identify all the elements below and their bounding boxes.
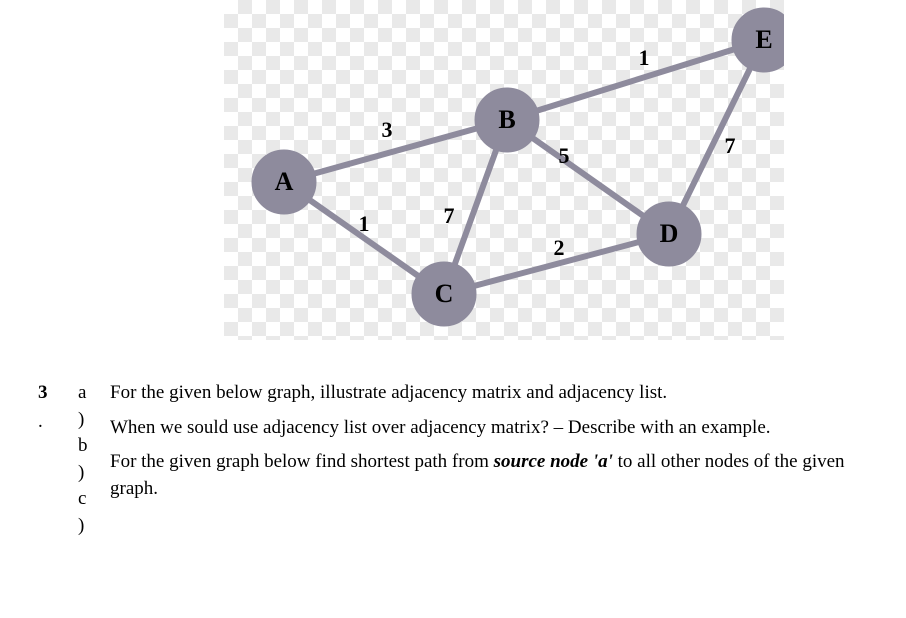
- node-label-D: D: [660, 219, 679, 248]
- part-c-text: For the given graph below find shortest …: [110, 449, 886, 502]
- part-c-paren: ): [78, 513, 110, 540]
- edge-weight-B-C: 7: [444, 203, 455, 228]
- question-row: 3 . a ) b ) c ) For the given below grap…: [38, 380, 886, 540]
- question-letters-col: a ) b ) c ): [78, 380, 110, 540]
- node-label-E: E: [755, 25, 772, 54]
- edge-B-E: [507, 40, 764, 120]
- page: 3 1 7 5 1 2 7 A B C D E 3 . a ) b ) c ) For the gi…: [0, 0, 906, 618]
- part-c-letter: c: [78, 486, 110, 513]
- edge-weight-A-B: 3: [382, 117, 393, 142]
- part-b-text: When we sould use adjacency list over ad…: [110, 415, 886, 442]
- part-b-letter: b: [78, 433, 110, 460]
- question-text-col: For the given below graph, illustrate ad…: [110, 380, 886, 510]
- node-label-B: B: [498, 105, 515, 134]
- part-c-emph: source node 'a': [494, 451, 613, 472]
- node-label-C: C: [435, 279, 454, 308]
- part-c-pre: For the given graph below find shortest …: [110, 451, 494, 472]
- edge-weight-A-C: 1: [359, 211, 370, 236]
- question-number-dot: .: [38, 409, 78, 436]
- edge-weight-D-E: 7: [725, 133, 736, 158]
- question-number-col: 3 .: [38, 380, 78, 435]
- graph-panel: 3 1 7 5 1 2 7 A B C D E: [224, 0, 784, 340]
- part-a-text: For the given below graph, illustrate ad…: [110, 380, 886, 407]
- node-label-A: A: [275, 167, 294, 196]
- graph-svg: 3 1 7 5 1 2 7 A B C D E: [224, 0, 784, 340]
- part-b-paren: ): [78, 460, 110, 487]
- part-a-letter: a: [78, 380, 110, 407]
- edge-weight-B-E: 1: [639, 45, 650, 70]
- edge-weight-C-D: 2: [554, 235, 565, 260]
- edge-weight-B-D: 5: [559, 143, 570, 168]
- question-number: 3: [38, 380, 78, 407]
- part-a-paren: ): [78, 407, 110, 434]
- question-block: 3 . a ) b ) c ) For the given below grap…: [38, 380, 886, 546]
- edge-A-B: [284, 120, 507, 182]
